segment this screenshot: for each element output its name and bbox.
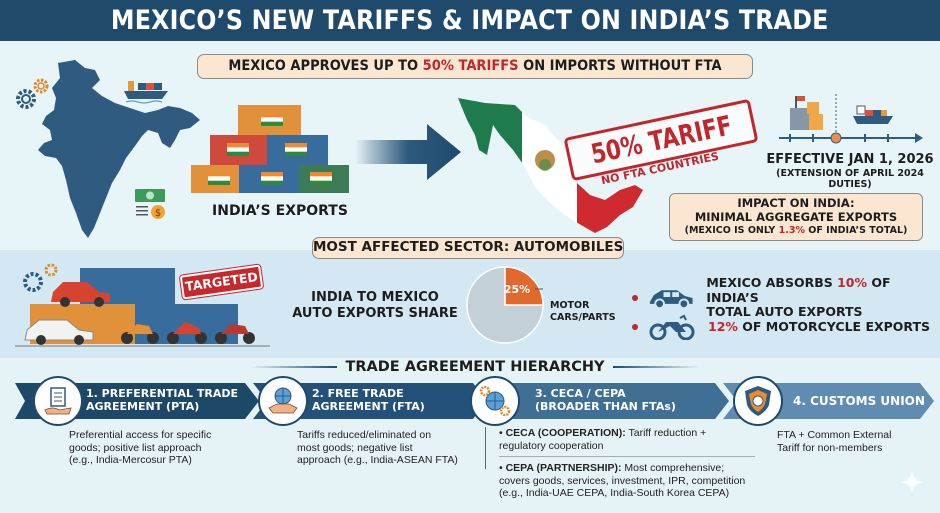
checklist-hand-icon — [44, 387, 72, 415]
auto-share-label: INDIA TO MEXICO AUTO EXPORTS SHARE — [292, 290, 458, 321]
stat-auto-exports: MEXICO ABSORBS 10% OF INDIA’S TOTAL AUTO… — [632, 275, 940, 320]
step-customs-union-label: 4. CUSTOMS UNION — [793, 394, 925, 408]
banner-highlight: 50% TARIFFS — [422, 58, 519, 74]
title-bar: MEXICO’S NEW TARIFFS & IMPACT ON INDIA’S… — [0, 0, 940, 41]
money-icon: $ — [135, 189, 165, 219]
tariff-stamp: 50% TARIFF NO FTA COUNTRIES — [560, 98, 775, 190]
motorcycle-icon — [649, 314, 695, 340]
sparkle-icon — [900, 470, 924, 494]
step-fta-label: 2. FREE TRADE AGREEMENT (FTA) — [312, 387, 425, 413]
tree-connector — [485, 427, 493, 469]
effective-date-text: EFFECTIVE JAN 1, 2026 — [766, 152, 934, 167]
vehicles-containers-icon — [15, 263, 270, 347]
bullet-dot — [632, 324, 638, 330]
step-customs-union-desc: FTA + Common External Tariff for non-memb… — [777, 429, 892, 454]
pie-slice-label: MOTOR CARS/PARTS — [550, 300, 616, 323]
svg-text:$: $ — [155, 208, 161, 219]
banner-text-suffix: ON IMPORTS WITHOUT FTA — [518, 58, 722, 74]
effective-date: EFFECTIVE JAN 1, 2026 (EXTENSION OF APRI… — [760, 152, 940, 190]
customs-union-badge — [733, 376, 783, 426]
bullet-dot — [632, 294, 638, 301]
india-map-icon — [38, 60, 200, 238]
hierarchy-title-text: TRADE AGREEMENT HIERARCHY — [345, 359, 605, 375]
step-pta-desc: Preferential access for specific goods; p… — [69, 429, 212, 466]
divider — [499, 456, 755, 457]
impact-title: IMPACT ON INDIA: — [737, 196, 855, 210]
impact-subtitle: MINIMAL AGGREGATE EXPORTS — [694, 209, 898, 224]
auto-share-pie-chart: 25% — [466, 266, 544, 344]
impact-box: IMPACT ON INDIA: MINIMAL AGGREGATE EXPOR… — [669, 193, 923, 241]
fta-badge — [258, 376, 308, 426]
shipping-containers-icon — [191, 105, 349, 193]
gears-icon — [16, 78, 49, 109]
pta-badge — [33, 376, 83, 426]
step-ceca-desc: • CECA (COOPERATION): Tariff reduction +… — [499, 427, 707, 452]
divider — [250, 366, 338, 368]
step-fta-desc: Tariffs reduced/eliminated on most goods;… — [297, 429, 458, 466]
stat-motorcycle-exports: 12% OF MOTORCYCLE EXPORTS — [632, 314, 930, 340]
impact-note: (MEXICO IS ONLY 1.3% OF INDIA’S TOTAL) — [684, 225, 908, 236]
banner-text: MEXICO APPROVES UP TO — [228, 58, 423, 74]
cargo-ship-icon — [124, 81, 168, 104]
timeline-icon — [779, 94, 923, 144]
svg-text:25%: 25% — [504, 283, 530, 296]
india-exports-label: INDIA’S EXPORTS — [212, 203, 348, 219]
globe-handshake-icon — [268, 387, 298, 414]
step-ceca-cepa-label: 3. CECA / CEPA (BROADER THAN FTAs) — [535, 387, 676, 413]
arrow-right-icon — [355, 124, 461, 180]
ceca-cepa-badge — [470, 376, 520, 426]
divider — [612, 366, 700, 368]
shield-icon — [745, 386, 771, 416]
hierarchy-title: TRADE AGREEMENT HIERARCHY — [250, 357, 700, 377]
globe-gears-icon — [479, 385, 511, 417]
sector-title: MOST AFFECTED SECTOR: AUTOMOBILES — [312, 237, 624, 259]
headline-banner: MEXICO APPROVES UP TO 50% TARIFFS ON IMP… — [197, 54, 753, 79]
page-title: MEXICO’S NEW TARIFFS & IMPACT ON INDIA’S… — [111, 5, 829, 36]
effective-date-note: (EXTENSION OF APRIL 2024 DUTIES) — [776, 168, 924, 190]
step-cepa-desc: • CEPA (PARTNERSHIP): Most comprehensive… — [499, 462, 746, 499]
car-icon — [649, 289, 693, 309]
step-pta-label: 1. PREFERENTIAL TRADE AGREEMENT (PTA) — [86, 387, 239, 413]
